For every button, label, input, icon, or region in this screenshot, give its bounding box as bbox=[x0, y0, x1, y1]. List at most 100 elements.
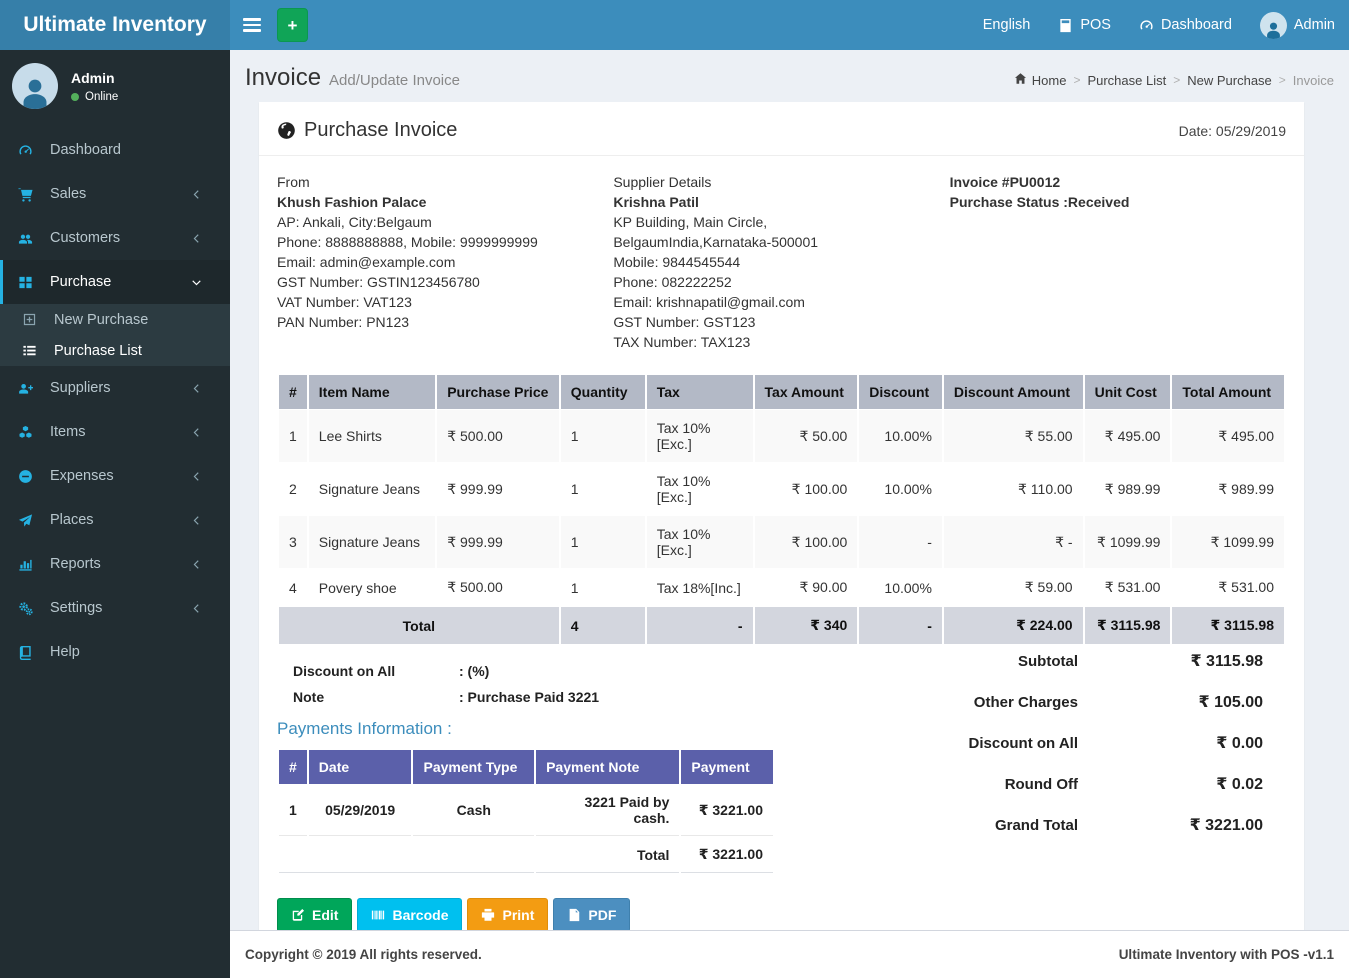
from-name: Khush Fashion Palace bbox=[277, 194, 427, 210]
gears-icon bbox=[18, 601, 42, 616]
file-pdf-icon bbox=[567, 908, 581, 922]
content-header: Invoice Add/Update Invoice Home Purchase L… bbox=[245, 50, 1334, 102]
pdf-button[interactable]: PDF bbox=[553, 898, 631, 930]
user-name: Admin bbox=[71, 69, 115, 86]
summary-label: Grand Total bbox=[994, 817, 1078, 834]
sidebar-item-label: Places bbox=[50, 512, 94, 528]
summary-label: Discount on All bbox=[968, 735, 1078, 752]
topnav-item-admin[interactable]: Admin bbox=[1246, 0, 1349, 50]
items-table-header-cell: Unit Cost bbox=[1084, 375, 1171, 409]
sidebar-item-places[interactable]: Places bbox=[0, 498, 230, 542]
topnav-item-dashboard[interactable]: Dashboard bbox=[1125, 0, 1246, 50]
sidebar-item-new-purchase[interactable]: New Purchase bbox=[0, 304, 230, 335]
breadcrumb-link-purchase-list[interactable]: Purchase List bbox=[1087, 73, 1166, 88]
sidebar-item-purchase-list[interactable]: Purchase List bbox=[0, 335, 230, 366]
sidebar-item-settings[interactable]: Settings bbox=[0, 586, 230, 630]
gauge-icon bbox=[18, 143, 42, 158]
items-table-cell: Lee Shirts bbox=[308, 410, 436, 462]
chevron-left-icon bbox=[191, 603, 215, 614]
items-table-total-cell: 4 bbox=[560, 607, 645, 644]
topnav-item-language[interactable]: English bbox=[969, 0, 1045, 50]
page-subtitle: Add/Update Invoice bbox=[329, 72, 460, 89]
payments-table-cell: 3221 Paid by cash. bbox=[536, 785, 680, 836]
info-line: GST Number: GST123 bbox=[613, 314, 756, 330]
items-table-header-cell: Tax bbox=[646, 375, 753, 409]
items-table-cell: ₹ 989.99 bbox=[1172, 463, 1284, 515]
plus-square-icon bbox=[22, 312, 46, 327]
pdf-button-label: PDF bbox=[588, 907, 617, 923]
breadcrumb-label: New Purchase bbox=[1187, 72, 1272, 88]
breadcrumb-link-home[interactable]: Home bbox=[1014, 72, 1066, 88]
cubes-icon bbox=[18, 425, 42, 440]
items-table-cell: 1 bbox=[279, 410, 307, 462]
info-line: AP: Ankali, City:Belgaum bbox=[277, 214, 432, 230]
items-table-cell: 2 bbox=[279, 463, 307, 515]
breadcrumb-link-new-purchase[interactable]: New Purchase bbox=[1187, 73, 1272, 88]
items-table-header-cell: Tax Amount bbox=[754, 375, 858, 409]
barcode-button[interactable]: Barcode bbox=[357, 898, 463, 930]
sidebar-item-items[interactable]: Items bbox=[0, 410, 230, 454]
sidebar-item-reports[interactable]: Reports bbox=[0, 542, 230, 586]
items-table-cell: ₹ 999.99 bbox=[437, 516, 559, 568]
discount-on-all-label: Discount on All bbox=[293, 663, 396, 679]
sidebar-submenu-purchase: New Purchase Purchase List bbox=[0, 304, 230, 366]
payments-table-row: 1 05/29/2019 Cash 3221 Paid by cash. ₹ 3221.… bbox=[279, 785, 773, 836]
items-table-cell: ₹ 90.00 bbox=[754, 569, 858, 606]
payments-total-value: ₹ 3221.00 bbox=[681, 837, 773, 873]
supplier-lines: KP Building, Main Circle, BelgaumIndia,K… bbox=[613, 212, 918, 352]
items-table-cell: ₹ 59.00 bbox=[943, 569, 1083, 606]
online-status-label: Online bbox=[85, 90, 119, 103]
payments-total-label: Total bbox=[536, 837, 680, 873]
invoice-card-header: Purchase Invoice Date: 05/29/2019 bbox=[259, 102, 1304, 156]
chevron-left-icon bbox=[191, 515, 215, 526]
sidebar-toggle-button[interactable] bbox=[230, 0, 274, 50]
items-table-cell: 1 bbox=[560, 569, 645, 606]
summary-value: ₹ 0.02 bbox=[1216, 776, 1263, 793]
items-table-header-cell: # bbox=[279, 375, 307, 409]
info-line: PAN Number: PN123 bbox=[277, 314, 410, 330]
items-table-header-cell: Discount bbox=[859, 375, 942, 409]
sidebar-item-label: Purchase List bbox=[54, 342, 142, 359]
footer-copyright: Copyright © 2019 All rights reserved. bbox=[245, 947, 482, 962]
print-button[interactable]: Print bbox=[467, 898, 549, 930]
user-status[interactable]: Online bbox=[71, 91, 118, 103]
items-table-total-cell: ₹ 3115.98 bbox=[1172, 607, 1284, 644]
items-table-row: 3 Signature Jeans ₹ 999.99 1 Tax 10%[Exc.] ₹ … bbox=[279, 516, 1284, 568]
sidebar-item-suppliers[interactable]: Suppliers bbox=[0, 366, 230, 410]
items-table: # Item Name Purchase Price Quantity Tax Tax A… bbox=[277, 374, 1286, 645]
items-table-cell: Signature Jeans bbox=[308, 516, 436, 568]
sidebar-item-purchase[interactable]: Purchase bbox=[0, 260, 230, 304]
payments-table-header-cell: Payment bbox=[681, 750, 773, 784]
chevron-down-icon bbox=[191, 277, 215, 288]
topnav-item-pos[interactable]: POS bbox=[1044, 0, 1125, 50]
purchase-status: Purchase Status :Received bbox=[949, 194, 1130, 210]
breadcrumb-item: New Purchase bbox=[1166, 73, 1272, 88]
sidebar-item-customers[interactable]: Customers bbox=[0, 216, 230, 260]
items-table-cell: 4 bbox=[279, 569, 307, 606]
summary-label: Subtotal bbox=[1018, 653, 1078, 670]
sidebar-item-label: Reports bbox=[50, 556, 101, 572]
brand-logo[interactable]: Ultimate Inventory bbox=[0, 0, 230, 50]
sidebar-item-sales[interactable]: Sales bbox=[0, 172, 230, 216]
items-table-cell: ₹ 531.00 bbox=[1172, 569, 1284, 606]
from-details: From Khush Fashion Palace AP: Ankali, Ci… bbox=[277, 172, 613, 352]
sidebar-item-expenses[interactable]: Expenses bbox=[0, 454, 230, 498]
topnav-item-label: Dashboard bbox=[1160, 17, 1232, 33]
summary-value: ₹ 3221.00 bbox=[1189, 817, 1263, 834]
invoice-info-row: From Khush Fashion Palace AP: Ankali, Ci… bbox=[277, 172, 1286, 352]
items-table-cell: 1 bbox=[560, 463, 645, 515]
sidebar-item-help[interactable]: Help bbox=[0, 630, 230, 674]
invoice-meta: Invoice #PU0012 Purchase Status :Receive… bbox=[950, 172, 1286, 352]
edit-button[interactable]: Edit bbox=[277, 898, 353, 930]
breadcrumb-item: Home bbox=[1014, 72, 1066, 88]
user-plus-icon bbox=[18, 381, 42, 396]
home-icon bbox=[1014, 72, 1027, 88]
quick-add-button[interactable]: + bbox=[277, 8, 308, 42]
items-table-cell: ₹ 495.00 bbox=[1172, 410, 1284, 462]
payments-table-cell: Cash bbox=[413, 785, 535, 836]
users-icon bbox=[18, 231, 42, 246]
printer-icon bbox=[481, 908, 495, 922]
topnav-item-label: English bbox=[982, 17, 1031, 33]
sidebar-item-dashboard[interactable]: Dashboard bbox=[0, 128, 230, 172]
grid-icon bbox=[18, 275, 42, 290]
